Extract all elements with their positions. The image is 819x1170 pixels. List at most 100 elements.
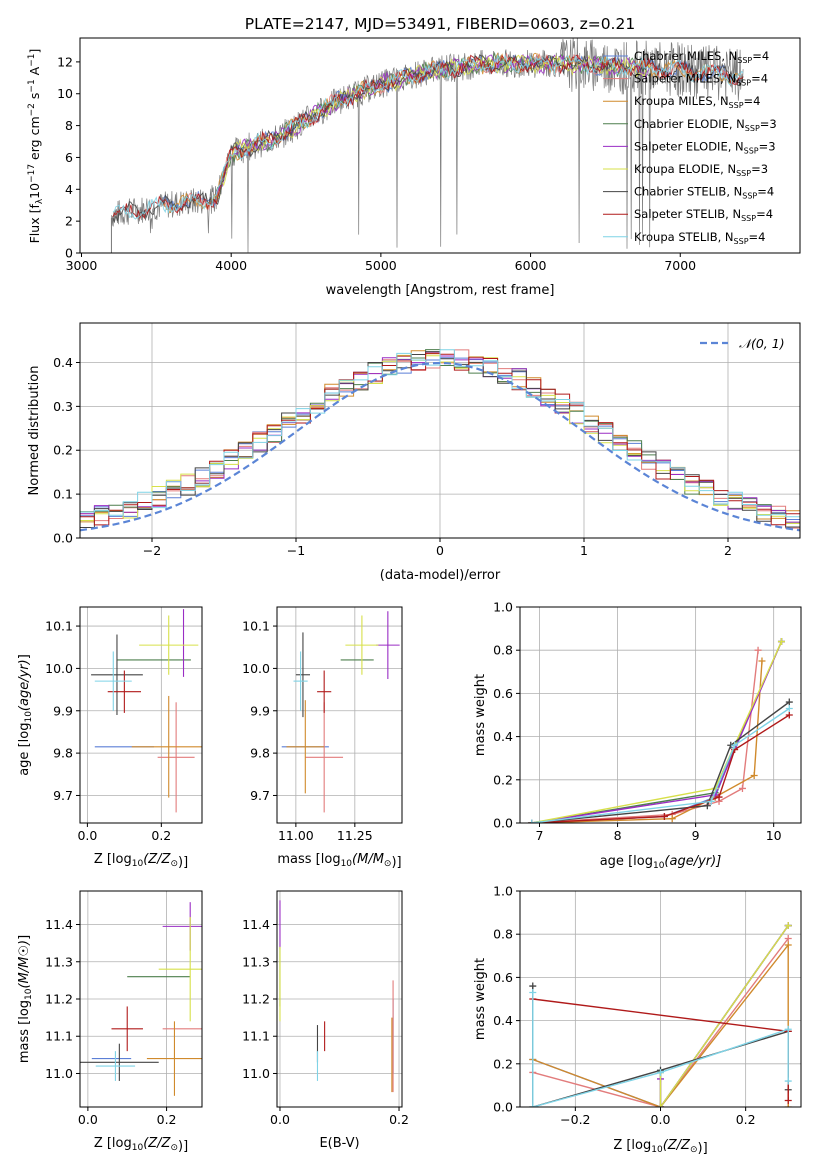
x-tick-label: 0.2 <box>389 1112 409 1127</box>
axes-spectrum: 3000 4000 5000 6000 7000 0 2 4 6 8 10 12 wavelength … <box>27 37 801 298</box>
series-point <box>703 802 711 810</box>
series-point <box>657 1068 664 1076</box>
y-axis-label-part: ] <box>17 654 32 659</box>
y-tick-label: 10.1 <box>242 619 270 634</box>
legend-entry-sub: SSP <box>736 79 751 88</box>
legend-entry-sub: SSP <box>744 146 759 155</box>
axes-residual-histogram: −2 −1 0 1 2 0.0 0.1 0.2 0.3 0.4 (data-model)/error… <box>27 322 801 583</box>
y-tick-label: 11.3 <box>45 954 73 969</box>
axes-mass-vs-EBV: 0.0 0.2 11.0 11.1 11.2 11.3 11.4 E(B-V) <box>242 890 409 1151</box>
y-tick-label: 1.0 <box>493 884 513 899</box>
x-axis-label: (data-model)/error <box>380 568 501 583</box>
x-tick-label: 2 <box>724 543 732 558</box>
legend-entry-tail: =4 <box>756 207 773 221</box>
series-point <box>529 1103 537 1107</box>
y-tick-label: 11.2 <box>242 992 270 1007</box>
series-point <box>784 922 792 930</box>
legend-entry-tail: =4 <box>749 230 766 244</box>
x-axis-label-part: 10 <box>651 1145 663 1155</box>
plot-area-mass-weight-vs-age <box>528 638 793 823</box>
x-axis-label-part: (age/yr)] <box>664 854 721 869</box>
y-tick-label: 0.0 <box>493 816 513 831</box>
legend-entry: Chabrier MILES, NSSP=4 <box>634 49 769 65</box>
legend-entry-tail: =3 <box>760 117 777 131</box>
y-tick-label: 9.8 <box>53 746 73 761</box>
axes-frame <box>519 606 802 824</box>
x-axis-label-part: Z [log <box>94 1136 132 1151</box>
y-tick-label: 10.0 <box>242 661 270 676</box>
legend-entry: Salpeter MILES, NSSP=4 <box>634 72 768 88</box>
legend-entry-tail: =3 <box>751 162 768 176</box>
legend-entry-label: Kroupa ELODIE, N <box>634 162 736 176</box>
x-tick-label: 6000 <box>515 258 547 273</box>
x-axis-label: mass [log10(M/M⊙)] <box>277 852 401 870</box>
y-tick-label: 9.7 <box>53 788 73 803</box>
y-tick-label: 0.6 <box>493 970 513 985</box>
y-tick-label: 10.0 <box>45 661 73 676</box>
figure-title: PLATE=2147, MJD=53491, FIBERID=0603, z=0… <box>245 15 635 33</box>
y-tick-label: 10.1 <box>45 619 73 634</box>
y-tick-label: 11.2 <box>45 992 73 1007</box>
y-axis-label-part: age [log <box>17 723 32 776</box>
x-axis-label: Z [log10(Z/Z⊙)] <box>94 852 188 870</box>
series-point <box>785 711 793 719</box>
y-tick-label: 11.0 <box>45 1066 73 1081</box>
series-line <box>531 701 790 823</box>
x-axis-label-part: (M/M <box>352 852 384 867</box>
x-tick-label: 0.0 <box>270 1112 290 1127</box>
series-line <box>531 641 783 823</box>
plot-area-spectrum <box>110 38 744 253</box>
series-point <box>731 741 739 749</box>
legend-entry-label: Chabrier MILES, N <box>634 49 737 63</box>
axes-mass-vs-Z: 0.0 0.211.011.111.211.311.4Z [log10(Z/Z⊙)… <box>17 890 203 1154</box>
series-point <box>784 1025 792 1033</box>
y-axis-label-part: (M/M☉) <box>17 940 32 989</box>
x-axis-label-part: (Z/Z <box>663 1138 691 1153</box>
y-axis-label-part: −1 <box>27 54 37 67</box>
x-axis-label-part: (Z/Z <box>143 1136 171 1151</box>
series-line <box>659 925 789 1107</box>
series-point <box>528 819 536 823</box>
x-tick-label: 0 <box>436 543 444 558</box>
x-axis-label-part: )] <box>178 1139 188 1154</box>
y-tick-label: 11.0 <box>242 1066 270 1081</box>
y-tick-label: 4 <box>65 182 73 197</box>
y-axis-label-part: s <box>27 93 42 104</box>
legend-entry: Chabrier STELIB, NSSP=4 <box>634 185 774 201</box>
legend-entry: Kroupa MILES, NSSP=4 <box>634 94 760 110</box>
y-tick-label: 9.8 <box>250 746 270 761</box>
axes-age-vs-Z: 0.0 0.29.79.89.910.010.1Z [log10(Z/Z⊙)]ag… <box>17 606 203 870</box>
axes-mass-weight-vs-Z: −0.2 0.0 0.2 0.0 0.2 0.4 0.6 0.8 1.0 Z [log10(Z/Z… <box>473 884 802 1156</box>
legend-entry: Salpeter STELIB, NSSP=4 <box>634 207 773 223</box>
x-tick-label: 0.2 <box>151 828 171 843</box>
legend-entry-label: Salpeter STELIB, N <box>634 207 741 221</box>
y-tick-label: 0 <box>65 246 73 261</box>
y-tick-label: 11.1 <box>242 1029 270 1044</box>
y-tick-label: 1.0 <box>493 600 513 615</box>
x-axis-label-part: )] <box>391 855 401 870</box>
y-tick-label: 0.2 <box>53 443 73 458</box>
legend-entry: Salpeter ELODIE, NSSP=3 <box>634 139 776 155</box>
x-tick-label: 7000 <box>664 258 696 273</box>
legend-entry: Kroupa STELIB, NSSP=4 <box>634 230 765 246</box>
x-tick-label: 0.0 <box>651 1112 671 1127</box>
series-point <box>657 1103 664 1107</box>
y-tick-label: 0.1 <box>53 487 73 502</box>
y-tick-label: 0.0 <box>53 531 73 546</box>
x-axis-label: Z [log10(Z/Z⊙)] <box>94 1136 188 1154</box>
x-tick-label: 0.2 <box>157 1112 177 1127</box>
y-axis-label-part: erg cm <box>27 116 42 164</box>
legend-entry-sub: SSP <box>737 56 752 65</box>
y-tick-label: 10 <box>57 86 73 101</box>
x-axis-label-part: 10 <box>132 859 144 869</box>
series-point <box>785 698 793 706</box>
series-line <box>531 641 783 823</box>
y-tick-label: 0.8 <box>493 927 513 942</box>
series-point <box>715 793 723 801</box>
y-axis-label-part: ] <box>17 935 32 940</box>
x-axis-label: E(B-V) <box>319 1136 359 1151</box>
legend-entry-label: Kroupa STELIB, N <box>634 230 734 244</box>
series-point <box>660 813 668 821</box>
